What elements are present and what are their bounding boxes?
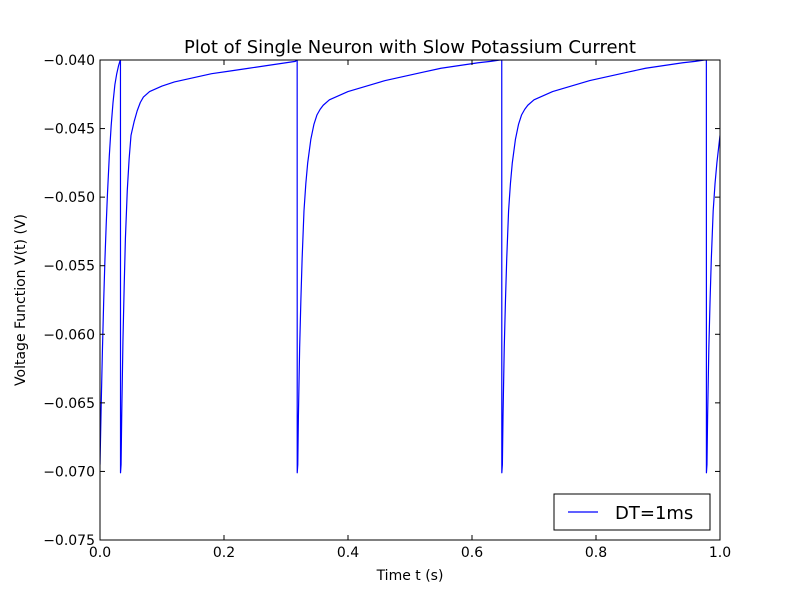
y-tick-label: −0.075 [43,533,95,549]
y-axis-label: Voltage Function V(t) (V) [13,214,29,386]
y-tick-label: −0.060 [43,327,95,343]
x-tick-label: 0.0 [89,545,111,561]
plot-frame [99,59,721,541]
x-tick-label: 0.4 [337,545,359,561]
ticks-layer: 0.0 0.2 0.4 0.6 0.8 1.0 −0.075 −0.070 −0.065 −0.0… [43,53,731,561]
x-tick-label: 0.6 [461,545,483,561]
y-tick-label: −0.055 [43,259,95,275]
legend: DT=1ms [553,493,711,531]
x-tick-label: 1.0 [709,545,731,561]
y-tick-label: −0.045 [43,122,95,138]
x-tick-label: 0.8 [585,545,607,561]
legend-entry-label: DT=1ms [615,503,693,524]
series-layer [100,60,720,474]
series-line-0 [100,60,720,474]
chart-title: Plot of Single Neuron with Slow Potassiu… [184,37,636,58]
y-tick-label: −0.065 [43,396,95,412]
y-tick-label: −0.040 [43,53,95,69]
y-tick-label: −0.050 [43,190,95,206]
x-tick-label: 0.2 [213,545,235,561]
y-tick-label: −0.070 [43,464,95,480]
x-axis-label: Time t (s) [376,568,444,584]
